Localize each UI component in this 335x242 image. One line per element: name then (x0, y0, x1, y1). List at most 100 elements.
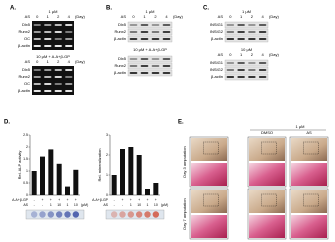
condition-value: - (114, 198, 116, 202)
band (140, 24, 149, 26)
bar (136, 155, 142, 195)
band (258, 24, 267, 26)
band (237, 24, 245, 26)
well (119, 211, 126, 218)
condition-value: + (138, 198, 140, 202)
well (30, 211, 38, 218)
band (44, 31, 52, 33)
condition-name: A.A+β-GP (92, 198, 109, 202)
block-title: 10 μM + A.A+β-GP (36, 54, 70, 59)
row-label: OC (24, 81, 30, 86)
row-label: β-actin (114, 36, 126, 41)
condition-value: + (58, 198, 60, 202)
photo-stain (291, 163, 327, 186)
band (248, 69, 256, 71)
block-title: 1 μM (242, 9, 251, 14)
y-tick-label: 3 (106, 133, 108, 137)
y-tick-label: 1.5 (23, 157, 28, 161)
band (226, 31, 235, 33)
roi (203, 141, 219, 155)
well (47, 211, 55, 218)
block-title: 10 μM + A.A+β-GP (133, 47, 167, 52)
bar (128, 147, 134, 195)
band (54, 69, 62, 71)
condition-value: - (34, 203, 36, 207)
band (129, 38, 138, 40)
band (129, 24, 138, 26)
band (162, 38, 171, 40)
band (33, 83, 41, 85)
lane-label: 2 (251, 52, 254, 57)
band (33, 69, 41, 71)
row-label: β-actin (211, 74, 223, 79)
lane-label: 4 (262, 52, 265, 57)
condition-name: A.A+β-GP (12, 198, 29, 202)
bar (145, 189, 150, 195)
lane-label: 2 (154, 14, 157, 19)
y-tick-label: 0 (26, 193, 28, 197)
block-title: 1 μM (146, 9, 155, 14)
row-label: Dlx5 (22, 67, 31, 72)
bar (48, 149, 54, 195)
y-axis-label: Rel. ALP activity (17, 151, 22, 180)
roi (261, 141, 277, 155)
panel-label: A. (10, 6, 16, 12)
panel-label: D. (4, 120, 10, 126)
condition-value: 10 (154, 203, 158, 207)
band (65, 31, 73, 33)
condition-value: 10 (137, 203, 141, 207)
band (129, 31, 138, 33)
band (44, 83, 52, 85)
photo-stain (191, 163, 227, 186)
bar (31, 171, 37, 195)
blot (224, 28, 269, 36)
band (44, 90, 52, 92)
band (140, 72, 149, 74)
well (110, 211, 118, 218)
band (237, 76, 245, 78)
well (72, 211, 80, 218)
band (65, 76, 73, 78)
band (44, 69, 52, 71)
condition-name: AS (23, 203, 28, 207)
y-tick-label: 2 (26, 145, 28, 149)
condition-value: 10 (74, 203, 78, 207)
lane-label: 4 (68, 14, 71, 19)
lane-label: 1 (47, 59, 50, 64)
band (248, 31, 256, 33)
band (151, 38, 160, 40)
band (44, 76, 52, 78)
bar (153, 183, 159, 195)
well-strip (25, 209, 85, 220)
condition-value: 1 (67, 203, 69, 207)
lane-label: 0 (36, 14, 39, 19)
bar (73, 169, 79, 195)
unit: (Day) (75, 14, 85, 19)
band (54, 38, 62, 40)
band (54, 31, 62, 33)
band (33, 76, 41, 78)
condition-value: + (121, 198, 123, 202)
photo-stain (291, 215, 327, 238)
lane-label: 2 (57, 59, 60, 64)
photo (191, 138, 227, 161)
photo (191, 190, 227, 213)
photo-stain (249, 215, 285, 238)
panel-label: B. (106, 6, 112, 12)
lane-label: 2 (57, 14, 60, 19)
condition-value: + (75, 198, 77, 202)
condition-value: + (130, 198, 132, 202)
band (248, 38, 256, 40)
roi (303, 193, 319, 207)
band (162, 31, 171, 33)
band (258, 69, 267, 71)
band (140, 65, 149, 67)
blot (224, 35, 269, 43)
band (44, 45, 52, 47)
bar (40, 156, 45, 195)
bar (120, 149, 125, 195)
row-label: Runx2 (18, 74, 30, 79)
band (248, 76, 256, 78)
band (226, 69, 235, 71)
photo (291, 138, 327, 161)
